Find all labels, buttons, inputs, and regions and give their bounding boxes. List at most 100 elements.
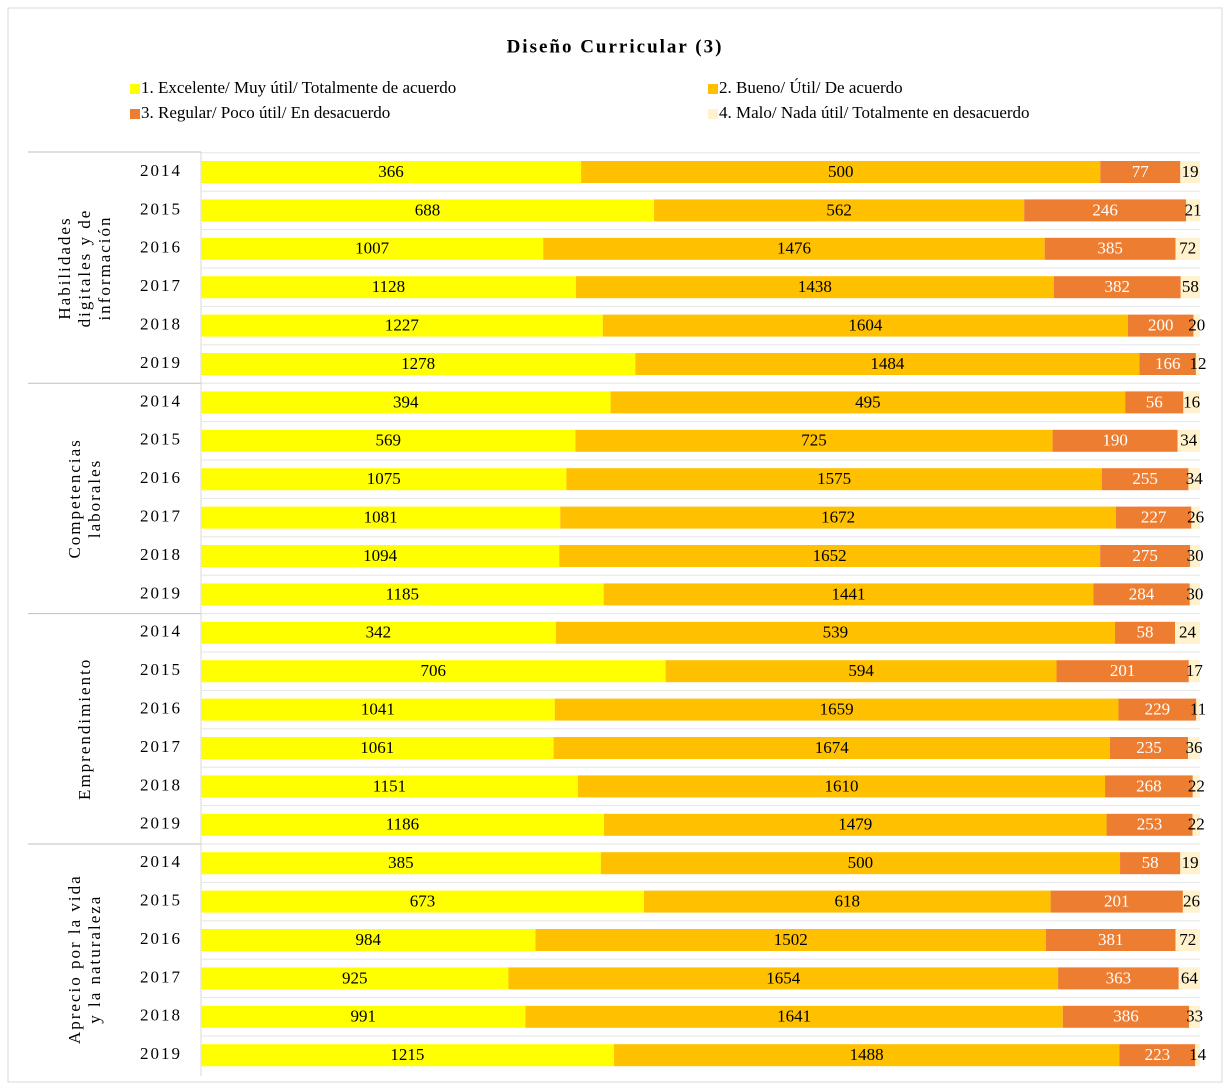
bar-segment xyxy=(603,813,1107,836)
bar-segment xyxy=(1050,890,1183,913)
bar-segment xyxy=(1189,583,1200,606)
data-label: 1575 xyxy=(817,469,851,488)
data-label: 385 xyxy=(1097,239,1123,258)
bar-segment xyxy=(577,775,1106,798)
group-label: Aprecio por la vida xyxy=(65,874,84,1044)
data-label: 1227 xyxy=(385,316,420,335)
data-label: 227 xyxy=(1141,508,1167,527)
bar-segment xyxy=(201,813,604,836)
y-tick-label: 2014 xyxy=(140,852,182,871)
bar-segment xyxy=(600,852,1121,875)
data-label: 34 xyxy=(1180,431,1198,450)
data-label: 1604 xyxy=(848,316,883,335)
data-label: 26 xyxy=(1183,892,1200,911)
data-label: 1075 xyxy=(367,469,401,488)
bar-segment xyxy=(508,967,1059,990)
bar-segment xyxy=(635,353,1140,375)
legend-label: 3. Regular/ Poco útil/ En desacuerdo xyxy=(141,103,390,122)
data-label: 1476 xyxy=(777,239,811,258)
bar-segment xyxy=(1180,276,1200,299)
y-tick-label: 2018 xyxy=(140,775,182,794)
y-tick-label: 2017 xyxy=(140,967,182,986)
bar-segment xyxy=(1106,813,1193,836)
bar-segment xyxy=(1024,199,1187,222)
y-tick-label: 2018 xyxy=(140,545,182,564)
bar-segment xyxy=(201,237,544,260)
y-tick-label: 2019 xyxy=(140,583,182,602)
bar-segment xyxy=(1105,775,1193,798)
data-label: 33 xyxy=(1186,1007,1203,1026)
y-tick-label: 2017 xyxy=(140,737,182,756)
data-label: 382 xyxy=(1104,277,1130,296)
data-label: 21 xyxy=(1185,200,1202,219)
bar-segment xyxy=(602,314,1128,337)
y-tick-label: 2016 xyxy=(140,699,182,718)
bar-segment xyxy=(1193,314,1200,337)
legend-swatch xyxy=(708,84,718,94)
bar-segment xyxy=(1192,813,1200,836)
bar-segment xyxy=(1044,237,1176,260)
data-label: 19 xyxy=(1182,853,1199,872)
data-label: 235 xyxy=(1136,738,1162,757)
bar-segment xyxy=(201,698,555,721)
group-label: y la naturaleza xyxy=(85,895,104,1024)
data-label: 925 xyxy=(342,968,368,987)
bar-segment xyxy=(201,161,582,183)
data-label: 268 xyxy=(1136,776,1162,795)
data-label: 22 xyxy=(1188,776,1205,795)
data-label: 1215 xyxy=(390,1045,424,1064)
legend-swatch xyxy=(130,109,140,119)
data-label: 229 xyxy=(1145,700,1171,719)
bar-segment xyxy=(1119,1044,1196,1067)
data-label: 11 xyxy=(1190,700,1206,719)
data-label: 706 xyxy=(421,661,447,680)
bar-segment xyxy=(560,506,1116,529)
data-label: 58 xyxy=(1142,853,1159,872)
bar-segment xyxy=(575,429,1053,452)
data-label: 1094 xyxy=(363,546,398,565)
y-tick-label: 2016 xyxy=(140,238,182,257)
bar-segment xyxy=(1118,698,1197,721)
legend-label: 4. Malo/ Nada útil/ Totalmente en desacu… xyxy=(719,103,1030,122)
bar-segment xyxy=(1120,852,1181,875)
bar-segment xyxy=(1192,775,1200,798)
bar-segment xyxy=(1180,161,1200,183)
data-label: 255 xyxy=(1132,469,1158,488)
bar-segment xyxy=(559,545,1101,567)
bar-segment xyxy=(1195,1044,1200,1067)
data-label: 1185 xyxy=(386,584,419,603)
data-label: 562 xyxy=(826,200,852,219)
data-label: 1438 xyxy=(798,277,832,296)
bar-segment xyxy=(566,468,1102,491)
bar-segment xyxy=(575,276,1054,299)
bar-segment xyxy=(201,621,556,644)
bar-segment xyxy=(1175,237,1200,260)
bar-segment xyxy=(543,237,1045,260)
bar-segment xyxy=(201,429,576,452)
bar-segment xyxy=(1101,468,1189,491)
y-tick-label: 2018 xyxy=(140,1006,182,1025)
data-label: 34 xyxy=(1186,469,1204,488)
bar-segment xyxy=(1093,583,1190,606)
data-label: 30 xyxy=(1186,584,1203,603)
data-label: 1652 xyxy=(813,546,847,565)
data-label: 342 xyxy=(366,623,392,642)
y-tick-label: 2018 xyxy=(140,315,182,334)
data-label: 1081 xyxy=(364,508,398,527)
data-label: 1641 xyxy=(777,1007,811,1026)
y-tick-label: 2015 xyxy=(140,891,182,910)
bar-segment xyxy=(1114,621,1176,644)
data-label: 394 xyxy=(393,392,419,411)
bar-segment xyxy=(201,506,561,529)
legend-label: 2. Bueno/ Útil/ De acuerdo xyxy=(719,78,903,97)
bar-segment xyxy=(1062,1005,1190,1028)
bar-segment xyxy=(1052,429,1178,452)
bar-segment xyxy=(525,1005,1063,1028)
bar-segment xyxy=(201,391,611,414)
data-label: 72 xyxy=(1179,239,1196,258)
data-label: 363 xyxy=(1106,968,1132,987)
y-tick-label: 2019 xyxy=(140,1044,182,1063)
bar-segment xyxy=(1188,468,1200,491)
data-label: 58 xyxy=(1182,277,1199,296)
bar-segment xyxy=(554,698,1119,721)
